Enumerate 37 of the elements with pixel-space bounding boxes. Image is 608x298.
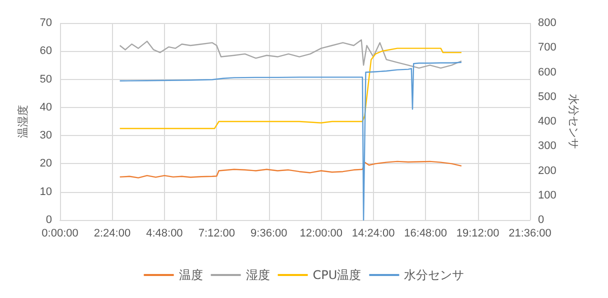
legend-label: CPU温度 [312,268,362,282]
y-tick-label: 50 [40,73,52,86]
y2-tick-label: 300 [538,140,556,152]
y2-tick-label: 100 [538,189,556,202]
y2-tick-label: 700 [538,42,556,54]
y2-tick-label: 200 [538,164,556,177]
y2-tick-label: 800 [538,17,556,29]
y-tick-label: 20 [40,158,52,170]
y2-tick-label: 400 [538,116,556,128]
y-axis-title: 温湿度 [16,105,30,138]
y-tick-label: 30 [40,130,52,142]
legend-label: 水分センサ [404,268,464,282]
x-tick-label: 19:12:00 [456,228,500,240]
x-tick-label: 4:48:00 [146,228,183,240]
y-tick-label: 0 [46,214,52,226]
x-tick-label: 0:00:00 [42,228,78,240]
line-series [119,39,462,69]
y-tick-label: 10 [40,186,52,198]
y2-tick-label: 600 [538,66,556,78]
y2-axis-title: 水分センサ [566,94,580,149]
x-tick-label: 2:24:00 [94,228,131,240]
x-tick-label: 16:48:00 [404,228,447,240]
legend-label: 温度 [178,268,203,282]
y2-tick-label: 500 [538,90,556,103]
x-tick-label: 21:36:00 [508,228,552,240]
y-tick-label: 40 [40,101,52,114]
line-series [119,48,462,130]
y-tick-label: 70 [40,17,52,29]
line-series [119,62,462,221]
x-tick-label: 12:00:00 [300,228,343,240]
legend-label: 湿度 [246,268,270,282]
x-tick-label: 14:24:00 [352,228,395,240]
x-tick-label: 7:12:00 [198,228,236,240]
x-tick-label: 9:36:00 [250,228,288,240]
y2-tick-label: 0 [538,214,544,226]
y-tick-label: 60 [40,45,52,58]
line-series [119,160,462,178]
